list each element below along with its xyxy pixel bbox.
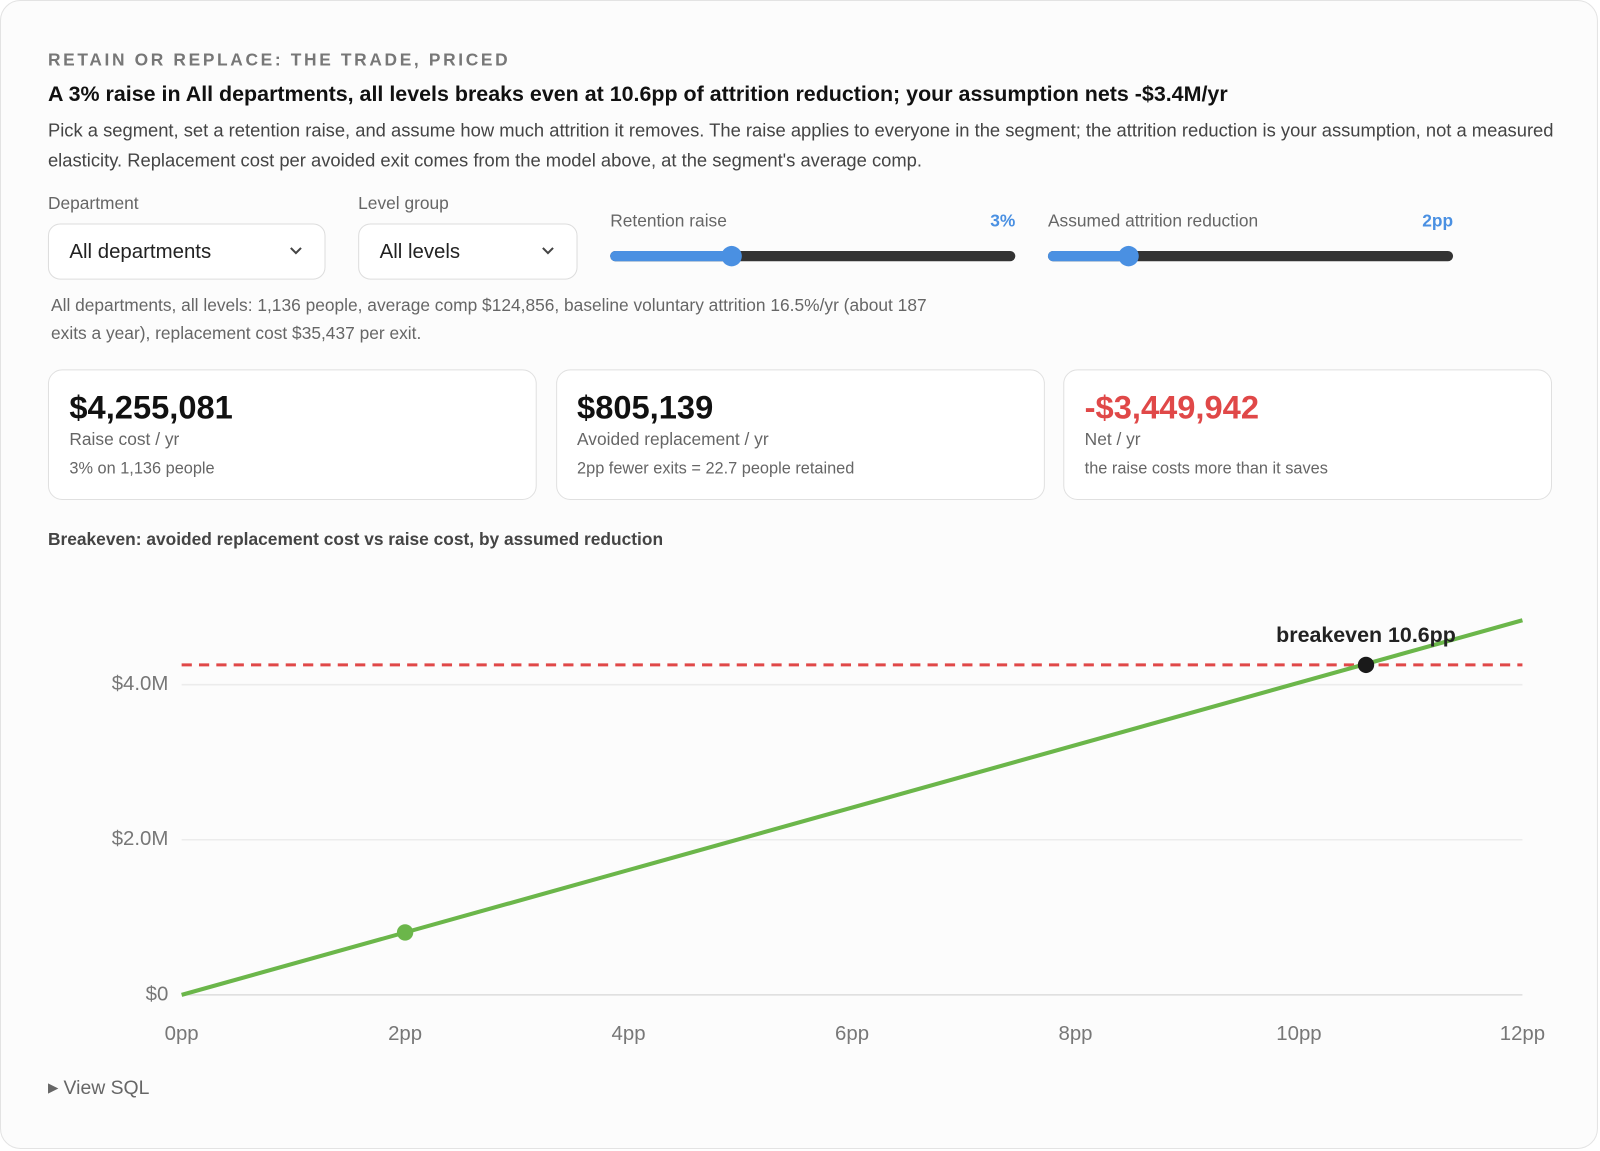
slider-thumb[interactable] — [1118, 245, 1140, 267]
department-label: Department — [47, 193, 139, 214]
metric-value: -$3,449,942 — [1084, 388, 1259, 426]
view-sql[interactable]: ▶ View SQL — [48, 1078, 149, 1100]
metric-value: $4,255,081 — [69, 388, 233, 426]
chevron — [542, 247, 554, 255]
metric-card: -$3,449,942 Net / yr the raise costs more … — [1063, 369, 1553, 500]
slider-fill — [610, 251, 732, 262]
metric-label: Net / yr — [1084, 429, 1141, 449]
department-value: All departments — [69, 240, 212, 264]
metric-card: $4,255,081 Raise cost / yr 3% on 1,136 peo… — [47, 369, 537, 500]
metric-card: $805,139 Avoided replacement / yr 2pp fewe… — [555, 369, 1045, 500]
metric-value: $805,139 — [577, 388, 714, 426]
metric-note: the raise costs more than it saves — [1084, 460, 1328, 478]
view-sql-label: View SQL — [63, 1077, 150, 1099]
metric-note: 3% on 1,136 people — [69, 460, 215, 478]
slider-thumb[interactable] — [721, 245, 742, 267]
segment-summary: All departments, all levels: 1,136 peopl… — [51, 295, 927, 343]
slider-fill — [1047, 251, 1129, 262]
description: Pick a segment, set a retention raise, a… — [47, 120, 1554, 171]
headline: A 3% raise in All departments, all level… — [47, 82, 1228, 107]
slider-label: Assumed attrition reduction — [1047, 211, 1259, 231]
metric-label: Raise cost / yr — [69, 429, 180, 449]
slider-value: 3% — [990, 211, 1016, 231]
metric-note: 2pp fewer exits = 22.7 people retained — [577, 460, 855, 478]
slider-track[interactable] — [1047, 251, 1454, 262]
chart-title: Breakeven: avoided replacement cost vs r… — [47, 529, 664, 549]
level-select[interactable]: All levels — [358, 223, 578, 280]
department-select[interactable]: All departments — [47, 223, 326, 280]
chevron — [290, 247, 302, 255]
disclosure-icon: ▶ — [47, 1079, 59, 1095]
slider-value: 2pp — [1422, 211, 1454, 231]
level-label: Level group — [358, 193, 449, 214]
slider-track[interactable] — [610, 251, 1016, 262]
level-value: All levels — [379, 240, 461, 264]
slider-label: Retention raise — [610, 211, 727, 231]
eyebrow: RETAIN OR REPLACE: THE TRADE, PRICED — [47, 49, 511, 70]
metric-label: Avoided replacement / yr — [577, 429, 769, 449]
